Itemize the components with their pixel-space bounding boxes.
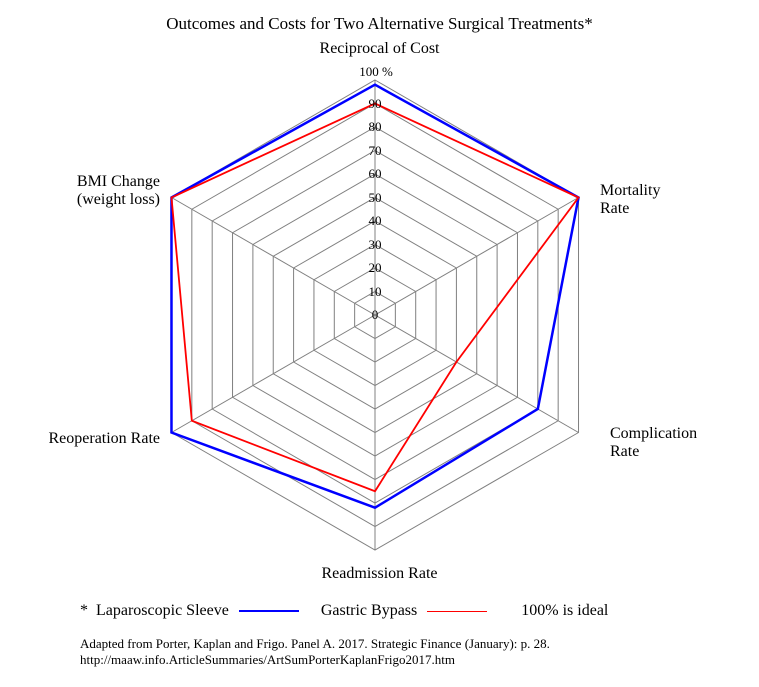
tick-90: 90 [361, 96, 389, 112]
citation-line2: http://maaw.info.ArticleSummaries/ArtSum… [80, 652, 455, 667]
axis-label-mortality: MortalityRate [600, 182, 720, 217]
axis-label-complication: ComplicationRate [610, 425, 740, 460]
citation: Adapted from Porter, Kaplan and Frigo. P… [80, 636, 550, 669]
tick-10: 10 [361, 284, 389, 300]
axis-label-bmi: BMI Change(weight loss) [30, 173, 160, 208]
legend-item-1-label: Laparoscopic Sleeve [96, 602, 229, 619]
axis-label-reoperation: Reoperation Rate [20, 430, 160, 448]
legend-item-1-line [239, 610, 299, 612]
legend: * Laparoscopic Sleeve Gastric Bypass 100… [80, 602, 720, 620]
tick-20: 20 [361, 260, 389, 276]
legend-item-2-label: Gastric Bypass [321, 602, 417, 619]
tick-80: 80 [361, 119, 389, 135]
axis-label-cost: Reciprocal of Cost [0, 40, 759, 58]
tick-40: 40 [361, 213, 389, 229]
legend-prefix: * [80, 602, 88, 619]
tick-0: 0 [361, 307, 389, 323]
legend-note: 100% is ideal [521, 602, 608, 619]
axis-label-readmission: Readmission Rate [0, 565, 759, 583]
legend-item-2-line [427, 611, 487, 612]
tick-100: 100 % [351, 64, 401, 80]
tick-60: 60 [361, 166, 389, 182]
tick-70: 70 [361, 143, 389, 159]
tick-30: 30 [361, 237, 389, 253]
tick-50: 50 [361, 190, 389, 206]
citation-line1: Adapted from Porter, Kaplan and Frigo. P… [80, 636, 550, 651]
